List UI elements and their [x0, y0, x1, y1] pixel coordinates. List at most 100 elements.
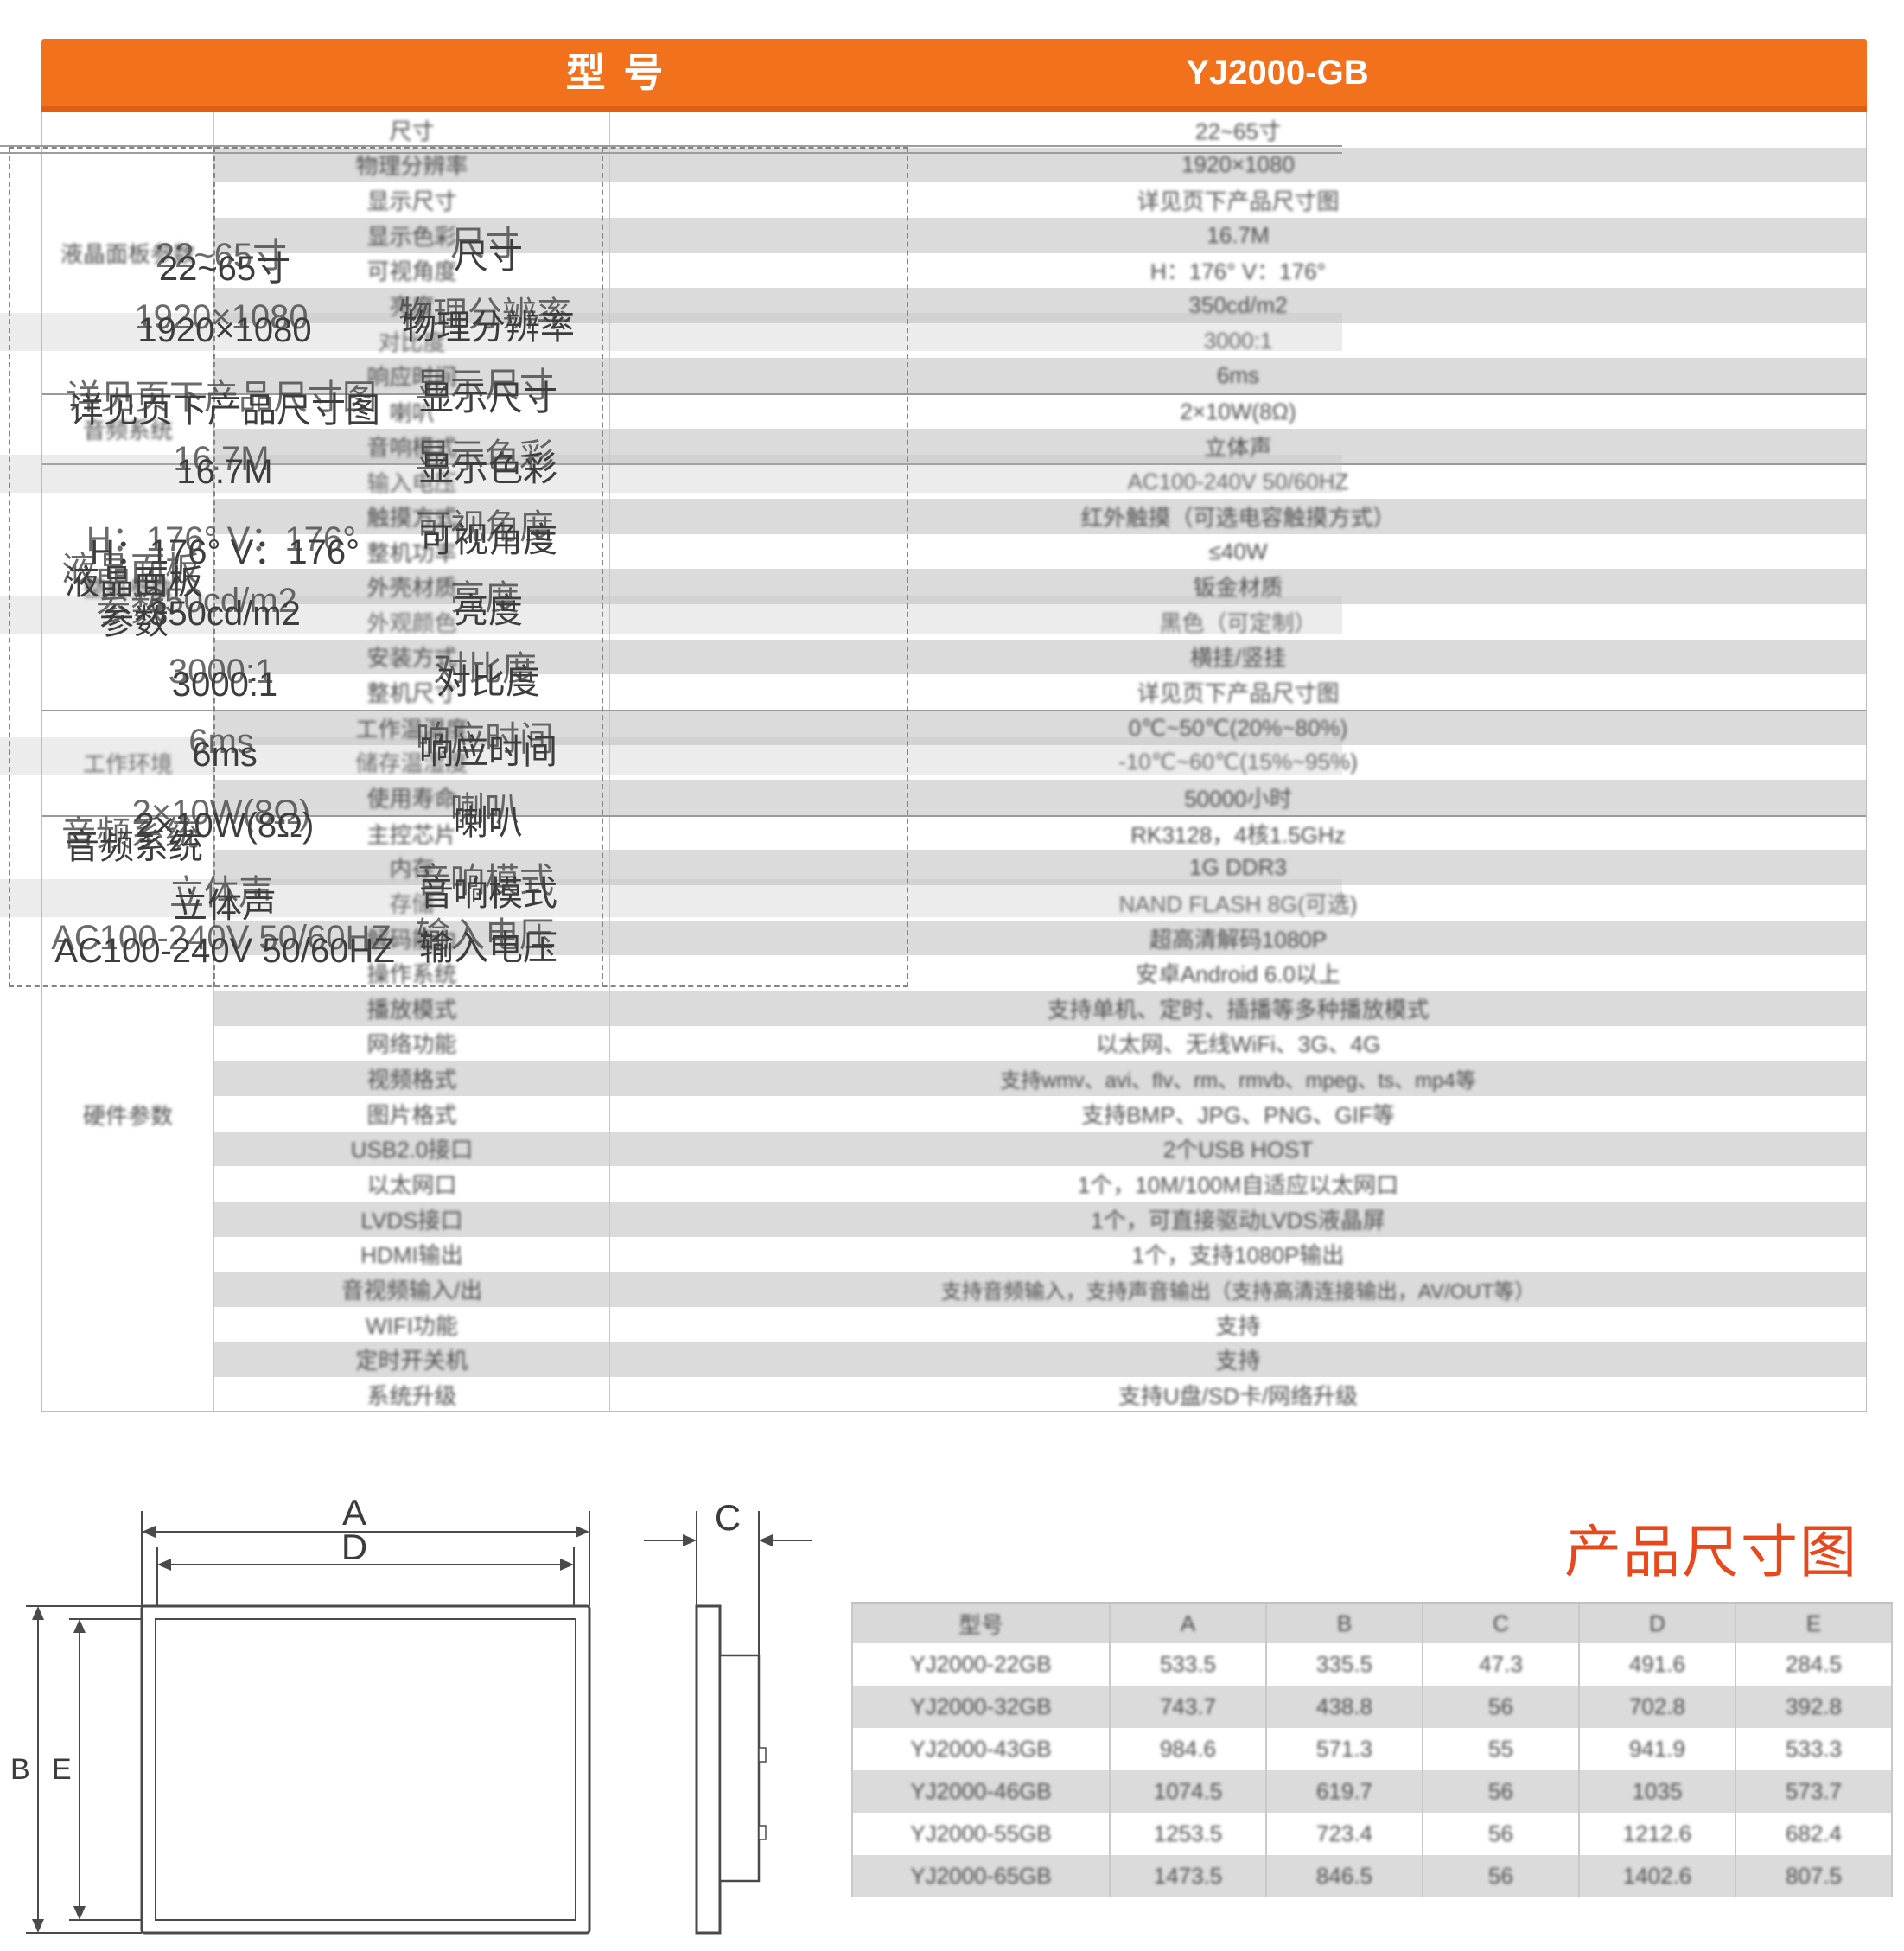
dim-table-cell: 392.8 — [1736, 1686, 1893, 1728]
dim-table-cell: 1035 — [1580, 1770, 1736, 1813]
spec-label: 使用寿命 — [366, 785, 457, 812]
spec-row: 音视频输入/出 支持音频输入，支持声音输出（支持高清连接输出，AV/OUT等） — [214, 1272, 1866, 1307]
spec-value: 黑色（可定制） — [609, 603, 1866, 640]
model-column-title: 型 号 — [565, 50, 667, 95]
dim-table-row: YJ2000-65GB 1473.5 846.5 56 1402.6 807.5 — [851, 1855, 1893, 1897]
spec-label: 安装方式 — [366, 645, 457, 672]
spec-label: 喇叭 — [389, 399, 435, 426]
spec-label: USB2.0接口 — [350, 1137, 474, 1164]
dim-table-cell: 571.3 — [1267, 1728, 1423, 1770]
spec-row: 工作温湿度 0℃~50℃(20%~80%) — [214, 709, 1866, 745]
spec-value: 立体声 — [609, 428, 1866, 464]
dim-table-cell: 702.8 — [1580, 1686, 1736, 1728]
dim-table-cell: 1402.6 — [1580, 1855, 1736, 1897]
spec-label: 储存温湿度 — [355, 750, 468, 777]
dim-label-b: B — [10, 1753, 30, 1786]
dim-table-cell: 723.4 — [1267, 1813, 1423, 1855]
dim-table-header-row: 型号 A B C D E — [851, 1604, 1893, 1643]
spec-value: 支持单机、定时、插播等多种播放模式 — [609, 991, 1866, 1026]
dim-table-cell: 619.7 — [1267, 1770, 1423, 1813]
spec-label: 外壳材质 — [366, 575, 457, 602]
spec-row: 对比度 3000:1 — [214, 322, 1866, 359]
spec-value: 横挂/竖挂 — [609, 639, 1866, 675]
spec-row: 网络功能 以太网、无线WiFi、3G、4G — [214, 1025, 1866, 1062]
spec-row: 定时开关机 支持 — [214, 1342, 1866, 1378]
spec-row: 喇叭 2×10W(8Ω) — [214, 393, 1866, 429]
front-view-inner-rect — [155, 1618, 576, 1921]
spec-value: 支持音频输入，支持声音输出（支持高清连接输出，AV/OUT等） — [609, 1272, 1866, 1307]
spec-label: 尺寸 — [389, 118, 435, 144]
spec-label: 系统升级 — [366, 1382, 457, 1409]
dim-label-e: E — [52, 1753, 72, 1786]
spec-value: 红外触摸（可选电容触摸方式） — [609, 499, 1866, 534]
dimension-table: 型号 A B C D E YJ2000-22GB 533.5 335.5 47.3 491.6 284… — [851, 1602, 1893, 1897]
dim-table-cell: 491.6 — [1580, 1643, 1736, 1686]
spec-group-column: 液晶面板参数 音频系统 整机参数 工作环境 硬件参数 — [42, 112, 214, 1411]
spec-row: 亮度 350cd/m2 — [214, 288, 1866, 323]
spec-value: H：176° V：176° — [609, 252, 1866, 289]
spec-label: 对比度 — [378, 328, 446, 355]
spec-value: -10℃~60℃(15%~95%) — [609, 744, 1866, 781]
spec-label: 内存 — [389, 856, 435, 883]
spec-label: 响应时间 — [366, 364, 457, 391]
spec-value: 1G DDR3 — [609, 850, 1866, 886]
dim-table-header-cell: D — [1580, 1604, 1736, 1643]
side-view-panel — [695, 1604, 722, 1935]
spec-row: 播放模式 支持单机、定时、插播等多种播放模式 — [214, 991, 1866, 1026]
dim-table-cell: YJ2000-65GB — [851, 1855, 1111, 1897]
dim-table-cell: 55 — [1423, 1728, 1580, 1770]
spec-value: 支持 — [609, 1342, 1866, 1378]
spec-label: 解码能力 — [366, 926, 457, 953]
spec-row: 触摸方式 红外触摸（可选电容触摸方式） — [214, 499, 1866, 534]
spec-value: 350cd/m2 — [609, 288, 1866, 323]
dim-table-header-cell: 型号 — [851, 1604, 1111, 1643]
spec-label: 存储 — [389, 890, 435, 917]
dim-table-row: YJ2000-43GB 984.6 571.3 55 941.9 533.3 — [851, 1728, 1893, 1770]
spec-row: LVDS接口 1个，可直接驱动LVDS液晶屏 — [214, 1201, 1866, 1237]
dim-table-cell: 533.3 — [1736, 1728, 1893, 1770]
spec-label: 操作系统 — [366, 961, 457, 988]
spec-value: 钣金材质 — [609, 569, 1866, 604]
spec-row: 显示色彩 16.7M — [214, 217, 1866, 253]
spec-row: 解码能力 超高清解码1080P — [214, 920, 1866, 956]
dimension-section-title: 产品尺寸图 — [1564, 1520, 1858, 1584]
dim-table-cell: 807.5 — [1736, 1855, 1893, 1897]
spec-label: 输入电压 — [366, 470, 457, 497]
spec-label: 网络功能 — [366, 1031, 457, 1058]
spec-row: 安装方式 横挂/竖挂 — [214, 639, 1866, 675]
dim-label-d: D — [341, 1527, 367, 1567]
dim-table-cell: 682.4 — [1736, 1813, 1893, 1855]
spec-value: 1个，支持1080P输出 — [609, 1236, 1866, 1272]
spec-row: 输入电压 AC100-240V 50/60HZ — [214, 463, 1866, 500]
spec-row: 操作系统 安卓Android 6.0以上 — [214, 955, 1866, 991]
spec-value: ≤40W — [609, 533, 1866, 570]
dim-table-cell: 438.8 — [1267, 1686, 1423, 1728]
spec-value: 1个，可直接驱动LVDS液晶屏 — [609, 1201, 1866, 1237]
spec-label: 外观颜色 — [366, 609, 457, 636]
spec-row: 尺寸 22~65寸 — [214, 112, 1866, 148]
dim-table-cell: 56 — [1423, 1770, 1580, 1813]
spec-row: 响应时间 6ms — [214, 358, 1866, 394]
dim-table-cell: 941.9 — [1580, 1728, 1736, 1770]
spec-label: 触摸方式 — [366, 504, 457, 531]
spec-value: 支持U盘/SD卡/网络升级 — [609, 1377, 1866, 1412]
spec-label: 亮度 — [389, 294, 435, 321]
spec-value: 超高清解码1080P — [609, 920, 1866, 956]
dim-table-cell: 56 — [1423, 1855, 1580, 1897]
spec-group-label: 整机参数 — [42, 463, 213, 710]
spec-value: 22~65寸 — [609, 112, 1866, 148]
spec-row: HDMI输出 1个，支持1080P输出 — [214, 1236, 1866, 1272]
dim-table-header-cell: B — [1267, 1604, 1423, 1643]
spec-row: 整机功率 ≤40W — [214, 533, 1866, 570]
spec-value: 支持wmv、avi、flv、rm、rmvb、mpeg、ts、mp4等 — [609, 1061, 1866, 1096]
dim-table-cell: 1212.6 — [1580, 1813, 1736, 1855]
dim-table-cell: YJ2000-22GB — [851, 1643, 1111, 1686]
dim-table-cell: 56 — [1423, 1686, 1580, 1728]
spec-label: 音视频输入/出 — [341, 1277, 483, 1304]
dim-table-cell: 1074.5 — [1111, 1770, 1267, 1813]
spec-label: LVDS接口 — [360, 1207, 463, 1234]
dim-table-cell: 1473.5 — [1111, 1855, 1267, 1897]
dim-label-c: C — [715, 1497, 741, 1538]
dim-table-cell: YJ2000-32GB — [851, 1686, 1111, 1728]
